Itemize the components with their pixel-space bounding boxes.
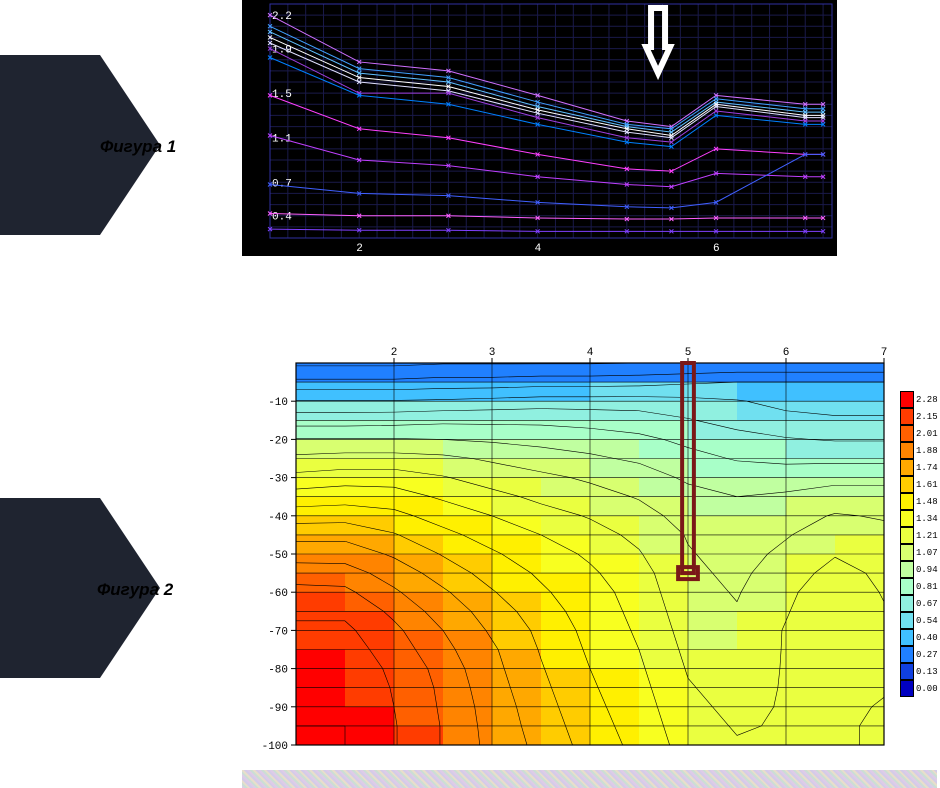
svg-text:-20: -20 <box>268 435 288 447</box>
svg-text:-30: -30 <box>268 474 288 486</box>
svg-text:-100: -100 <box>262 741 288 753</box>
svg-text:-60: -60 <box>268 588 288 600</box>
legend-entry: 0.40 <box>900 629 940 646</box>
banner-shape-1 <box>0 55 100 235</box>
svg-text:-50: -50 <box>268 550 288 562</box>
banner-shape-2 <box>0 498 100 678</box>
legend-entry: 0.81 <box>900 578 940 595</box>
legend-entry: 1.48 <box>900 493 940 510</box>
svg-text:6: 6 <box>713 243 720 255</box>
svg-text:6: 6 <box>783 347 790 359</box>
svg-text:3: 3 <box>489 347 496 359</box>
legend-entry: 0.00 <box>900 680 940 697</box>
svg-text:0.7: 0.7 <box>272 178 292 190</box>
legend-entry: 2.15 <box>900 408 940 425</box>
legend-entry: 1.21 <box>900 527 940 544</box>
legend-entry: 0.13 <box>900 663 940 680</box>
svg-text:7: 7 <box>881 347 888 359</box>
legend-entry: 1.74 <box>900 459 940 476</box>
svg-text:4: 4 <box>535 243 542 255</box>
legend-entry: 2.01 <box>900 425 940 442</box>
svg-text:2: 2 <box>391 347 398 359</box>
svg-text:-40: -40 <box>268 512 288 524</box>
chart-2: -10 -20 -30 -40 -50 -60 -70 -80 -90 -100 2 3 4 5 6 7 2.… <box>242 343 940 753</box>
svg-text:2: 2 <box>356 243 363 255</box>
legend-entry: 0.67 <box>900 595 940 612</box>
figure-1-label: Фигура 1 <box>100 137 176 157</box>
svg-text:-10: -10 <box>268 397 288 409</box>
svg-text:-80: -80 <box>268 665 288 677</box>
legend-entry: 1.34 <box>900 510 940 527</box>
legend-entry: 1.61 <box>900 476 940 493</box>
chart-2-legend: 2.282.152.011.881.741.611.481.341.211.07… <box>900 391 940 697</box>
svg-text:5: 5 <box>685 347 692 359</box>
legend-entry: 0.94 <box>900 561 940 578</box>
figure-2-label: Фигура 2 <box>97 580 173 600</box>
svg-text:1.1: 1.1 <box>272 134 292 146</box>
svg-text:-70: -70 <box>268 626 288 638</box>
noise-strip <box>242 770 937 788</box>
legend-entry: 1.88 <box>900 442 940 459</box>
chart-1: 0.40.71.11.51.92.2246 <box>242 0 837 256</box>
legend-entry: 1.07 <box>900 544 940 561</box>
svg-text:4: 4 <box>587 347 594 359</box>
svg-text:-90: -90 <box>268 703 288 715</box>
legend-entry: 0.54 <box>900 612 940 629</box>
legend-entry: 2.28 <box>900 391 940 408</box>
legend-entry: 0.27 <box>900 646 940 663</box>
